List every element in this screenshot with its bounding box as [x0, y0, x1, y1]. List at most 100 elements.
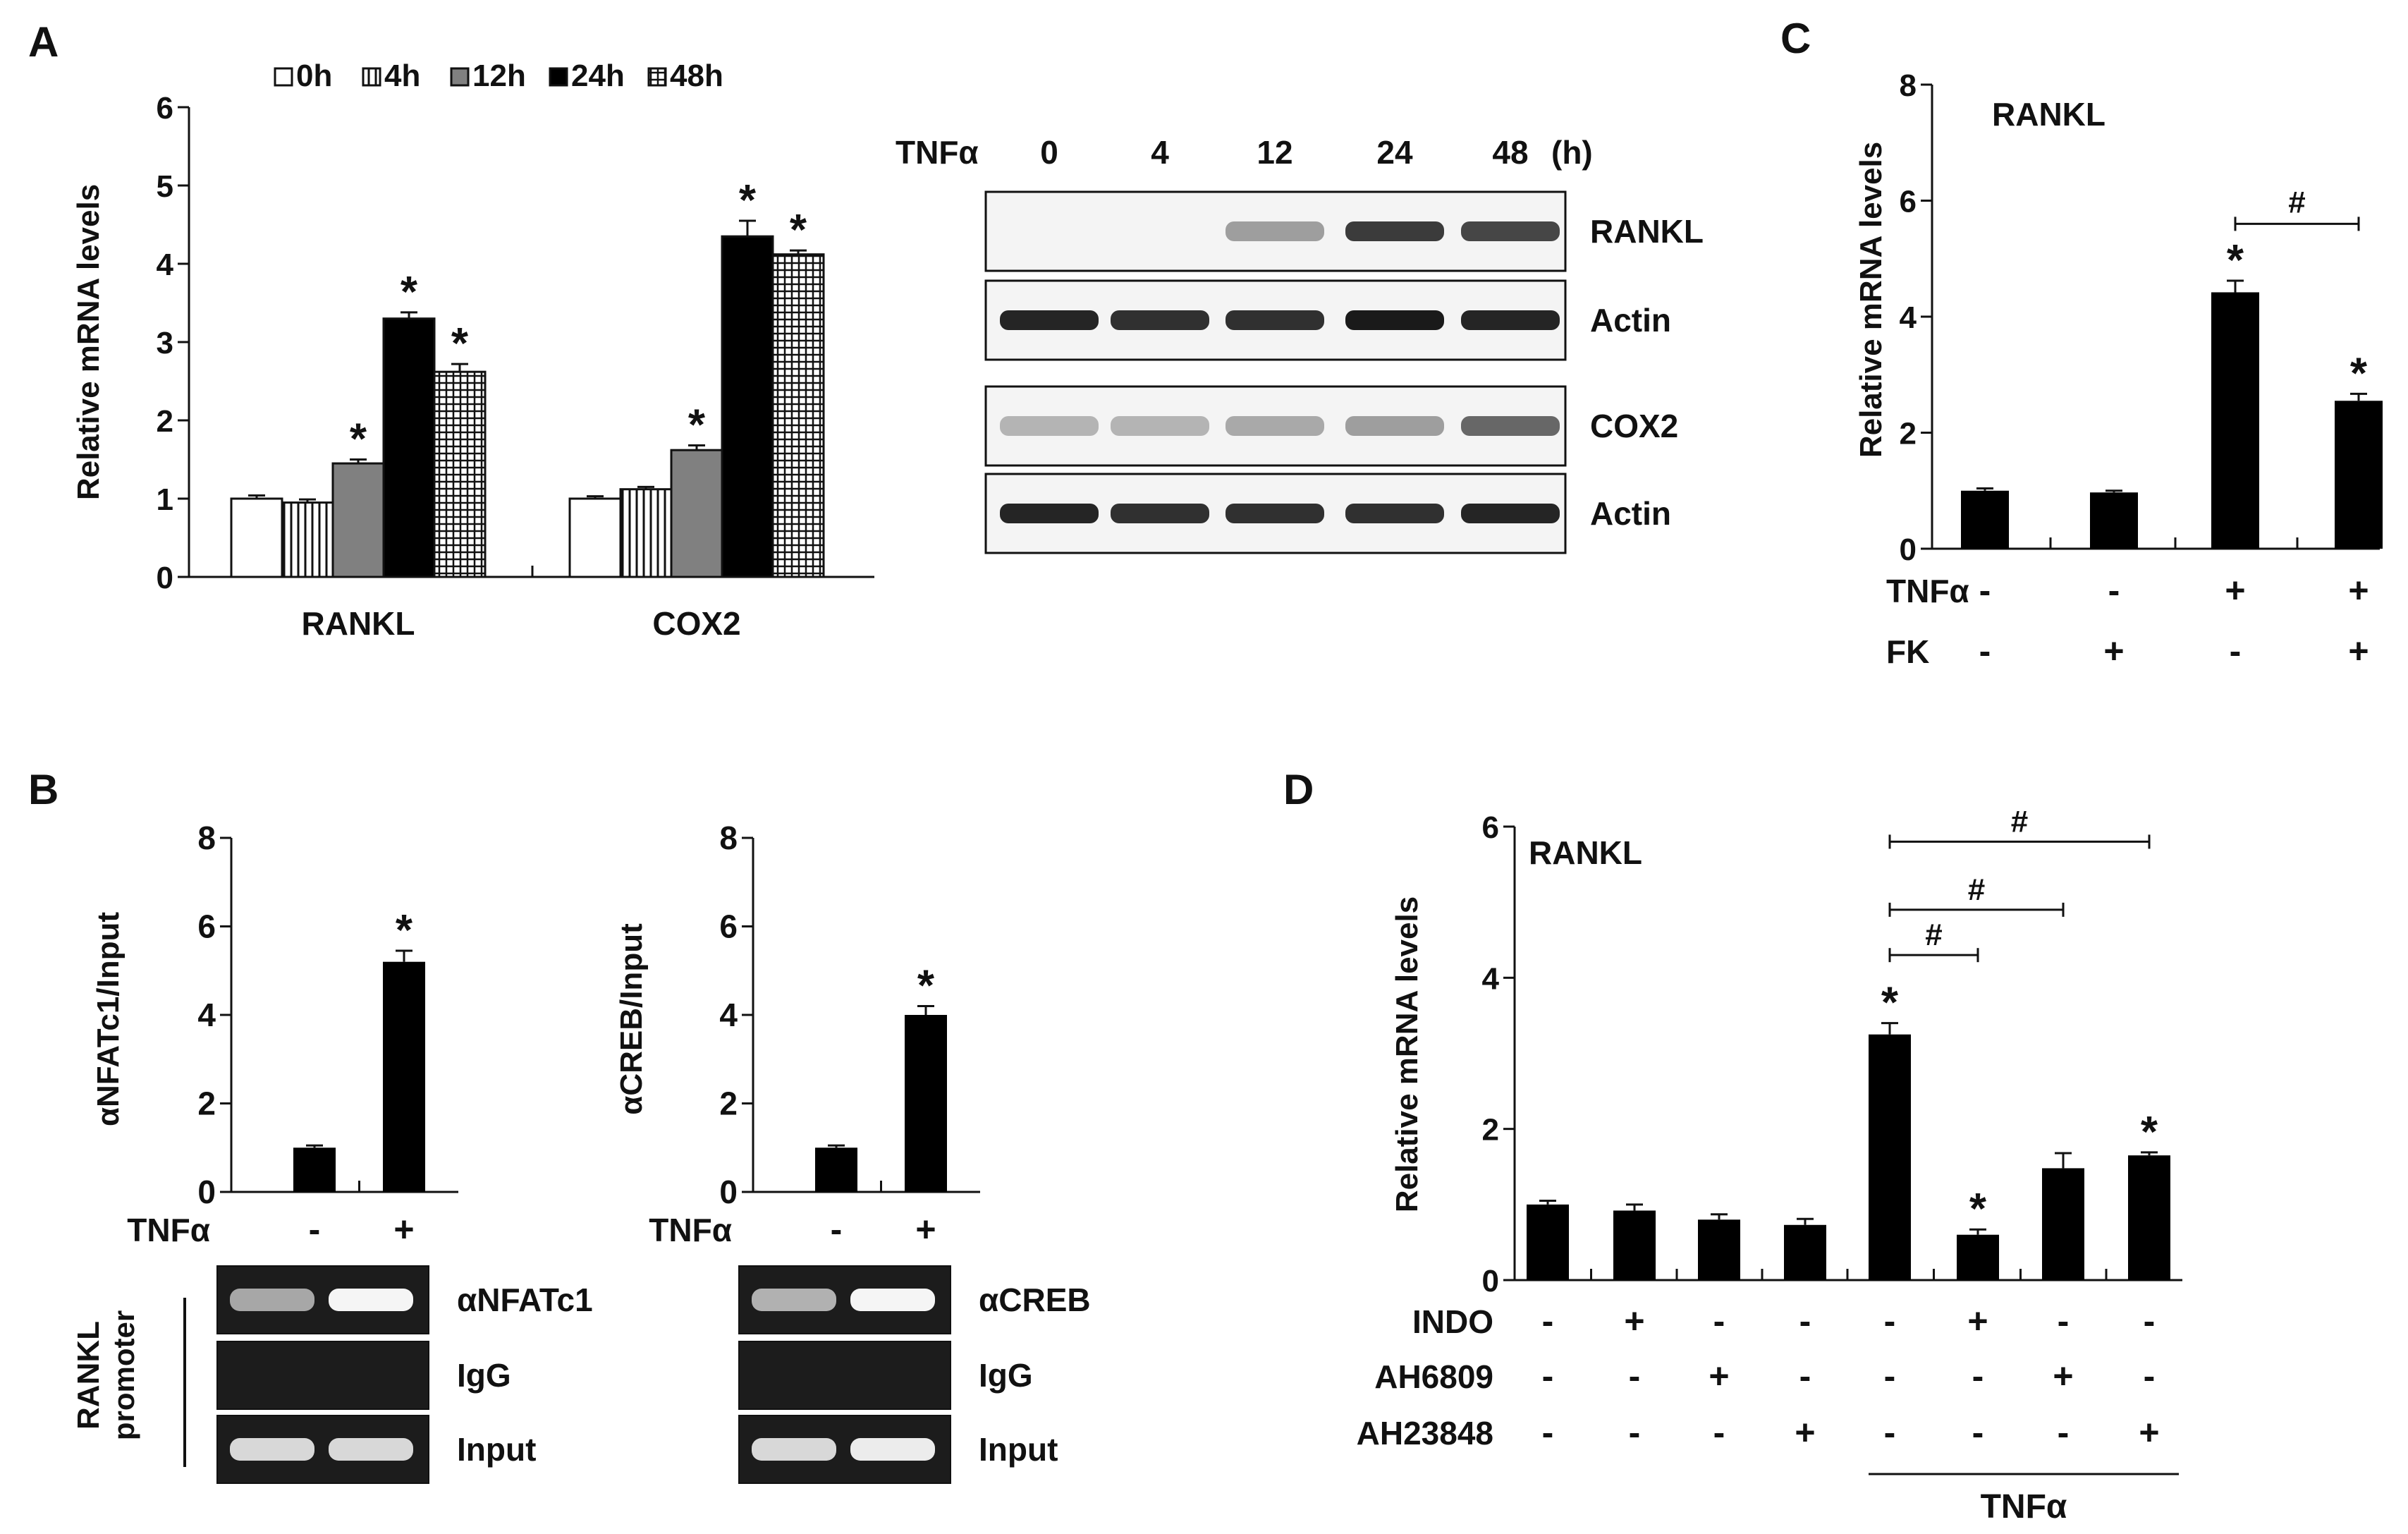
panel-label-c: C — [1780, 15, 1811, 62]
treatment-label: AH6809 — [1374, 1358, 1493, 1395]
y-axis-label: αCREB/Input — [614, 923, 649, 1115]
y-tick-label: 0 — [1900, 532, 1917, 567]
y-axis-label: Relative mRNA levels — [1854, 142, 1888, 458]
bar — [905, 1015, 947, 1192]
panel-b-chip-gels: RANKL promoter αNFATc1 IgG Input αCREB IgG Inpu… — [71, 1265, 1091, 1484]
y-tick-label: 6 — [719, 908, 738, 945]
legend-label: 12h — [472, 59, 526, 93]
comparison-label: # — [1925, 918, 1942, 952]
y-axis-label: Relative mRNA levels — [71, 184, 106, 500]
blot-lane-label: 24 — [1376, 134, 1413, 171]
treatment-sign: + — [2053, 1356, 2073, 1396]
gel-row-label: IgG — [979, 1357, 1033, 1394]
y-tick-label: 0 — [1482, 1264, 1499, 1298]
y-tick-label: 2 — [1482, 1113, 1499, 1148]
y-tick-label: 2 — [197, 1085, 216, 1122]
treatment-sign: - — [1884, 1301, 1896, 1341]
y-tick-label: 0 — [197, 1174, 216, 1210]
gel-band — [230, 1289, 314, 1311]
significance-marker: * — [451, 319, 469, 368]
panel-b-nfatc1-chart: 0 2 4 6 8 αNFATc1/Input * TNFα - + — [91, 820, 458, 1249]
blot-band — [1226, 416, 1324, 436]
bar — [1784, 1224, 1826, 1280]
bar-0h-COX2 — [568, 497, 622, 578]
y-tick-label: 5 — [157, 169, 173, 204]
legend-label: 0h — [296, 59, 332, 93]
significance-marker: * — [401, 268, 418, 317]
treatment-sign: - — [2058, 1413, 2070, 1452]
bar — [1961, 490, 2009, 549]
gel-row-label: αNFATc1 — [457, 1282, 593, 1318]
treatment-sign: - — [1972, 1356, 1984, 1396]
bar-12h-RANKL — [331, 462, 385, 578]
y-tick-label: 2 — [719, 1085, 738, 1122]
gel-row-label: Input — [457, 1431, 536, 1468]
gel-row-label: Input — [979, 1431, 1058, 1468]
significance-marker: * — [1969, 1185, 1987, 1234]
treatment-sign: - — [1629, 1413, 1641, 1452]
treatment-label: TNFα — [1886, 573, 1969, 609]
y-tick-label: 0 — [719, 1174, 738, 1210]
blot-unit-label: (h) — [1551, 134, 1593, 171]
legend-swatch-12h — [450, 67, 470, 87]
significance-marker: * — [2227, 236, 2244, 285]
bar — [1869, 1034, 1911, 1280]
blot-lane-label: 0 — [1040, 134, 1058, 171]
bar-48h-RANKL — [433, 370, 487, 578]
treatment-sign: - — [1799, 1301, 1811, 1341]
y-tick-label: 3 — [157, 326, 173, 360]
bar-24h-COX2 — [721, 235, 774, 578]
treatment-sign: - — [2108, 571, 2120, 610]
blot-band — [1000, 416, 1099, 436]
gel-row-label: αCREB — [979, 1282, 1091, 1318]
bar-24h-RANKL — [382, 317, 436, 578]
inner-title: RANKL — [1992, 96, 2106, 133]
y-axis-label: αNFATc1/Input — [91, 912, 126, 1126]
blot-lane-label: 12 — [1257, 134, 1292, 171]
blot-band — [1345, 221, 1444, 241]
blot-band — [1461, 310, 1560, 330]
blot-band — [1000, 504, 1099, 523]
treatment-sign: + — [915, 1210, 936, 1249]
treatment-sign: - — [2058, 1301, 2070, 1341]
legend-label: 48h — [670, 59, 723, 93]
y-tick-label: 4 — [1900, 300, 1917, 335]
blot-band — [1461, 504, 1560, 523]
treatment-sign: - — [2144, 1356, 2156, 1396]
bar — [2211, 292, 2259, 549]
treatment-sign: + — [1967, 1301, 1988, 1341]
panel-b-creb-chart: 0 2 4 6 8 αCREB/Input * TNFα - + — [614, 820, 980, 1249]
y-tick-label: 8 — [197, 820, 216, 856]
legend-swatch-24h — [549, 67, 568, 87]
significance-marker: * — [350, 415, 367, 464]
bar-48h-COX2 — [771, 253, 825, 578]
gel-band — [752, 1289, 836, 1311]
treatment-sign: - — [1884, 1356, 1896, 1396]
gel-band — [329, 1289, 413, 1311]
gel-lane-strip — [738, 1341, 951, 1410]
y-tick-label: 4 — [157, 248, 174, 282]
y-tick-label: 2 — [157, 404, 173, 439]
treatment-sign: + — [2225, 571, 2245, 610]
bar — [2042, 1168, 2084, 1280]
blot-band — [1226, 504, 1324, 523]
legend-label: 4h — [384, 59, 420, 93]
y-tick-label: 2 — [1900, 417, 1917, 451]
significance-marker: * — [917, 961, 935, 1010]
treatment-sign: - — [1629, 1356, 1641, 1396]
blot-row-label: Actin — [1590, 302, 1671, 339]
y-tick-label: 6 — [197, 908, 216, 945]
panel-a-western-blot: TNFα 0 4 12 24 48 (h) RANKL Actin COX2 Actin — [896, 134, 1704, 554]
y-tick-label: 6 — [1482, 810, 1499, 845]
legend-swatch-48h — [647, 67, 667, 87]
treatment-label: INDO — [1412, 1303, 1493, 1340]
gel-band — [752, 1438, 836, 1461]
gel-side-label: promoter — [107, 1310, 140, 1440]
treatment-sign: + — [1795, 1413, 1815, 1452]
bar-0h-RANKL — [230, 497, 283, 578]
y-tick-label: 4 — [1482, 961, 1500, 996]
blot-row-label: COX2 — [1590, 408, 1678, 444]
significance-marker: * — [396, 906, 413, 955]
blot-band — [1226, 221, 1324, 241]
gel-lane-strip — [216, 1341, 429, 1410]
